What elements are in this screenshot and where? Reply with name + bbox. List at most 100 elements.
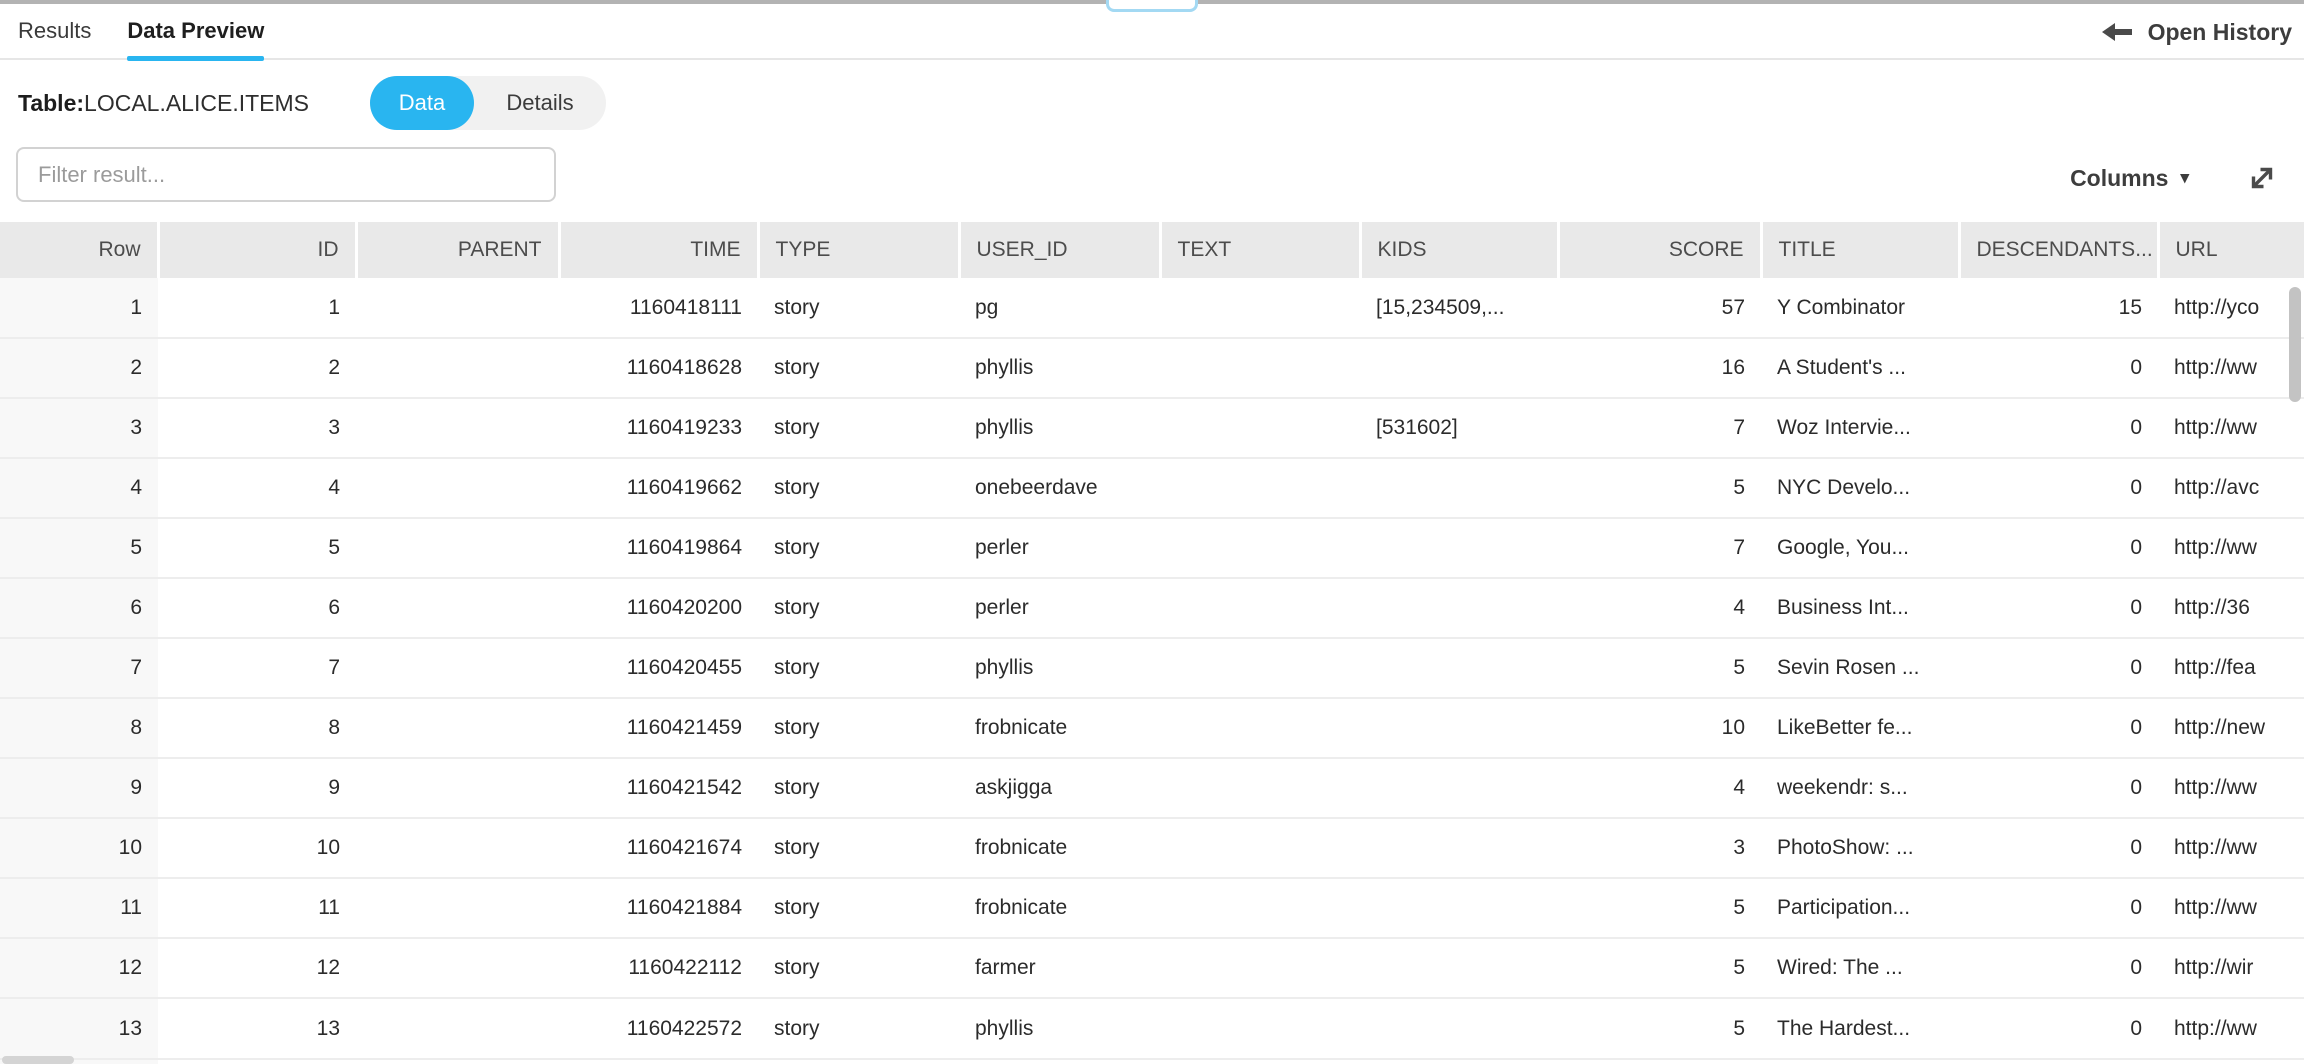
cell-id: 3 <box>158 397 356 458</box>
cell-url: http://ww <box>2158 817 2304 878</box>
table-row[interactable]: 2 2 1160418628 story phyllis 16 A Student's ..… <box>0 337 2304 398</box>
table-row[interactable]: 9 9 1160421542 story askjigga 4 weekendr: s...… <box>0 757 2304 818</box>
column-header-row[interactable]: Row <box>0 222 158 278</box>
cell-parent <box>356 877 559 938</box>
cell-user_id: phyllis <box>959 337 1160 398</box>
cell-parent <box>356 817 559 878</box>
cell-kids <box>1360 997 1558 1058</box>
cell-user_id: frobnicate <box>959 697 1160 758</box>
toggle-details-button[interactable]: Details <box>474 76 606 130</box>
column-header-score[interactable]: SCORE <box>1556 222 1761 278</box>
table-row[interactable]: 7 7 1160420455 story phyllis 5 Sevin Rosen ...… <box>0 637 2304 698</box>
cell-user_id: farmer <box>959 937 1160 998</box>
table-row[interactable]: 12 12 1160422112 story farmer 5 Wired: The ...… <box>0 937 2304 998</box>
column-header-url[interactable]: URL <box>2156 222 2304 278</box>
tab-results[interactable]: Results <box>18 3 91 59</box>
cell-url: http://36 <box>2158 577 2304 638</box>
cell-kids <box>1360 517 1558 578</box>
columns-dropdown-label: Columns <box>2070 164 2169 191</box>
toggle-data-button[interactable]: Data <box>370 76 474 130</box>
cell-type: story <box>758 997 959 1058</box>
cell-url: http://ww <box>2158 997 2304 1058</box>
cell-user_id: phyllis <box>959 397 1160 458</box>
column-header-user_id[interactable]: USER_ID <box>957 222 1160 278</box>
expand-fullscreen-button[interactable] <box>2242 158 2282 198</box>
table-row[interactable]: 13 13 1160422572 story phyllis 5 The Hardest..… <box>0 997 2304 1058</box>
column-header-descendants[interactable]: DESCENDANTS... <box>1957 222 2158 278</box>
vertical-scrollbar-thumb[interactable] <box>2289 287 2301 402</box>
cell-kids <box>1360 637 1558 698</box>
cell-score: 5 <box>1558 937 1761 998</box>
cell-time: 1160421674 <box>559 817 758 878</box>
cell-parent <box>356 997 559 1058</box>
cell-descendants: 0 <box>1959 997 2158 1058</box>
cell-row: 1 <box>0 278 158 338</box>
cell-text <box>1160 278 1360 338</box>
cell-parent <box>356 278 559 338</box>
cell-kids <box>1360 457 1558 518</box>
cell-parent <box>356 457 559 518</box>
open-history-button[interactable]: Open History <box>2101 12 2292 52</box>
tab-data-preview-label: Data Preview <box>127 18 265 43</box>
cell-title: Y Combinator <box>1761 278 1959 338</box>
cell-row: 10 <box>0 817 158 878</box>
cell-url: http://ww <box>2158 517 2304 578</box>
column-header-type[interactable]: TYPE <box>756 222 959 278</box>
cell-row: 11 <box>0 877 158 938</box>
table-info: Table: LOCAL.ALICE.ITEMS <box>18 76 309 130</box>
cell-kids: [531602] <box>1360 397 1558 458</box>
cell-title: NYC Develo... <box>1761 457 1959 518</box>
cell-id: 7 <box>158 637 356 698</box>
table-row[interactable]: 10 10 1160421674 story frobnicate 3 PhotoShow:… <box>0 817 2304 878</box>
cell-time: 1160419864 <box>559 517 758 578</box>
cell-time: 1160421542 <box>559 757 758 818</box>
cell-type: story <box>758 337 959 398</box>
cell-user_id: perler <box>959 517 1160 578</box>
cell-type: story <box>758 278 959 338</box>
column-header-parent[interactable]: PARENT <box>354 222 559 278</box>
table-row[interactable]: 8 8 1160421459 story frobnicate 10 LikeBetter … <box>0 697 2304 758</box>
cell-row: 9 <box>0 757 158 818</box>
cell-url: http://ww <box>2158 757 2304 818</box>
table-row[interactable]: 4 4 1160419662 story onebeerdave 5 NYC Develo.… <box>0 457 2304 518</box>
column-header-time[interactable]: TIME <box>557 222 758 278</box>
cell-kids <box>1360 757 1558 818</box>
column-header-text[interactable]: TEXT <box>1158 222 1360 278</box>
horizontal-scrollbar-thumb[interactable] <box>2 1056 74 1064</box>
cell-row: 3 <box>0 397 158 458</box>
column-header-title[interactable]: TITLE <box>1759 222 1959 278</box>
table-row[interactable]: 5 5 1160419864 story perler 7 Google, You... 0 h… <box>0 517 2304 578</box>
cell-id: 1 <box>158 278 356 338</box>
cell-text <box>1160 757 1360 818</box>
cell-time: 1160418628 <box>559 337 758 398</box>
columns-dropdown-button[interactable]: Columns ▾ <box>2070 158 2189 198</box>
cell-score: 5 <box>1558 997 1761 1058</box>
cell-parent <box>356 697 559 758</box>
cell-url: http://ww <box>2158 397 2304 458</box>
cell-row: 7 <box>0 637 158 698</box>
filter-input[interactable] <box>16 147 556 202</box>
cell-text <box>1160 397 1360 458</box>
table-row[interactable]: 3 3 1160419233 story phyllis [531602] 7 Woz Int… <box>0 397 2304 458</box>
cell-type: story <box>758 577 959 638</box>
cell-score: 16 <box>1558 337 1761 398</box>
tab-data-preview[interactable]: Data Preview <box>127 3 265 61</box>
column-header-id[interactable]: ID <box>156 222 356 278</box>
cell-score: 57 <box>1558 278 1761 338</box>
table-row[interactable]: 1 1 1160418111 story pg [15,234509,... 57 Y Com… <box>0 278 2304 338</box>
cell-row: 13 <box>0 997 158 1058</box>
table-row[interactable]: 6 6 1160420200 story perler 4 Business Int... 0… <box>0 577 2304 638</box>
cell-descendants: 0 <box>1959 877 2158 938</box>
cell-descendants: 0 <box>1959 757 2158 818</box>
cell-type: story <box>758 397 959 458</box>
tab-results-label: Results <box>18 18 92 43</box>
column-header-kids[interactable]: KIDS <box>1358 222 1558 278</box>
cell-url: http://ww <box>2158 877 2304 938</box>
cell-user_id: pg <box>959 278 1160 338</box>
table-info-label: Table: <box>18 89 85 116</box>
cell-text <box>1160 637 1360 698</box>
table-row[interactable]: 11 11 1160421884 story frobnicate 5 Participat… <box>0 877 2304 938</box>
cell-parent <box>356 937 559 998</box>
cell-score: 4 <box>1558 757 1761 818</box>
cell-row: 8 <box>0 697 158 758</box>
